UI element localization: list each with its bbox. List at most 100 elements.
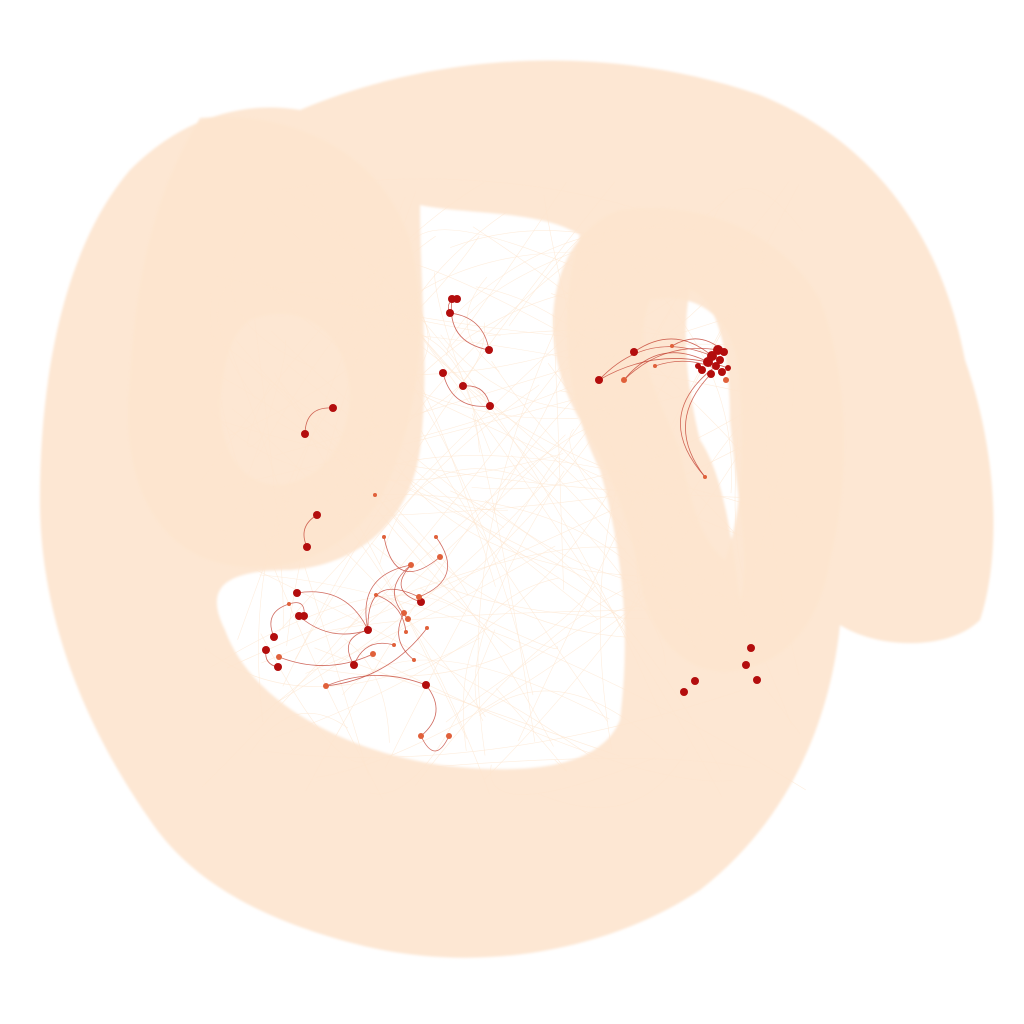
faint-edge bbox=[343, 494, 701, 657]
faint-edge bbox=[628, 262, 732, 494]
faint-edge bbox=[229, 235, 480, 436]
faint-edge bbox=[485, 500, 753, 597]
faint-edge bbox=[286, 191, 417, 647]
highlighted-node bbox=[416, 594, 422, 600]
highlighted-node bbox=[276, 654, 282, 660]
highlighted-edge bbox=[298, 615, 369, 635]
highlighted-node bbox=[630, 348, 638, 356]
faint-edge bbox=[231, 408, 490, 795]
highlighted-node bbox=[300, 612, 308, 620]
highlighted-node bbox=[716, 356, 724, 364]
highlighted-node bbox=[621, 377, 627, 383]
highlighted-edge bbox=[420, 735, 450, 752]
faint-edge bbox=[484, 437, 750, 780]
highlighted-node bbox=[703, 357, 713, 367]
faint-edge bbox=[747, 367, 794, 593]
highlighted-node bbox=[703, 475, 707, 479]
faint-edge bbox=[491, 239, 620, 513]
highlighted-node bbox=[718, 368, 726, 376]
faint-edge bbox=[395, 180, 790, 376]
highlighted-node bbox=[404, 630, 408, 634]
faint-edge bbox=[547, 362, 703, 646]
faint-edge bbox=[280, 381, 514, 651]
faint-edge bbox=[440, 334, 695, 411]
faint-edge bbox=[247, 383, 271, 447]
highlighted-edge bbox=[442, 372, 491, 407]
faint-edge bbox=[282, 181, 616, 687]
faint-edge bbox=[277, 178, 805, 291]
highlighted-node bbox=[720, 348, 728, 356]
faint-edge bbox=[518, 184, 799, 742]
faint-edge bbox=[537, 747, 689, 808]
faint-edge bbox=[450, 490, 722, 772]
faint-edge bbox=[341, 288, 801, 735]
highlighted-node bbox=[747, 644, 755, 652]
faint-edge bbox=[488, 329, 685, 339]
highlighted-node bbox=[425, 626, 429, 630]
faint-edge bbox=[414, 560, 706, 787]
faint-edge bbox=[734, 436, 762, 609]
highlighted-node bbox=[350, 661, 358, 669]
highlighted-node bbox=[439, 369, 447, 377]
highlighted-node bbox=[392, 643, 396, 647]
highlighted-node bbox=[446, 733, 452, 739]
highlighted-node bbox=[459, 382, 467, 390]
highlighted-edge bbox=[367, 588, 420, 631]
faint-edge bbox=[274, 296, 793, 456]
highlighted-node bbox=[691, 677, 699, 685]
faint-edge bbox=[204, 402, 564, 481]
faint-edge bbox=[237, 196, 406, 640]
faint-edge bbox=[230, 222, 316, 369]
highlighted-edge bbox=[633, 338, 713, 357]
faint-edge bbox=[367, 655, 733, 782]
faint-edge bbox=[515, 436, 698, 654]
highlighted-node bbox=[293, 589, 301, 597]
faint-edge bbox=[253, 267, 579, 420]
highlighted-node bbox=[405, 616, 411, 622]
faint-edge bbox=[217, 378, 650, 489]
highlighted-node bbox=[373, 493, 377, 497]
faint-edge bbox=[320, 585, 596, 677]
highlighted-node bbox=[680, 688, 688, 696]
highlighted-edge bbox=[365, 564, 412, 631]
faint-edge bbox=[472, 226, 804, 525]
faint-edge bbox=[354, 272, 496, 587]
faint-edge bbox=[217, 340, 286, 558]
faint-edge bbox=[274, 372, 467, 739]
faint-edge bbox=[286, 363, 599, 620]
highlighted-node bbox=[453, 295, 461, 303]
highlighted-node bbox=[723, 377, 729, 383]
faint-edge bbox=[255, 569, 600, 763]
highlighted-node bbox=[712, 362, 720, 370]
highlighted-node bbox=[408, 562, 414, 568]
faint-edge bbox=[211, 371, 554, 747]
faint-edge bbox=[252, 280, 501, 336]
highlighted-edge bbox=[325, 675, 427, 687]
faint-edge bbox=[208, 331, 623, 619]
highlighted-node bbox=[486, 402, 494, 410]
faint-edge bbox=[254, 369, 469, 596]
faint-edge bbox=[250, 192, 534, 696]
highlighted-edge bbox=[383, 536, 441, 572]
highlighted-node bbox=[437, 554, 443, 560]
faint-edge bbox=[413, 290, 715, 439]
faint-edge bbox=[303, 181, 723, 797]
highlighted-node bbox=[595, 376, 603, 384]
highlighted-node bbox=[374, 593, 378, 597]
faint-edge bbox=[371, 542, 690, 620]
faint-edge bbox=[466, 276, 500, 372]
faint-edge bbox=[215, 275, 756, 345]
faint-edge bbox=[363, 325, 480, 453]
highlighted-edge bbox=[420, 684, 437, 737]
highlighted-node bbox=[382, 535, 386, 539]
faint-edge bbox=[218, 486, 264, 534]
highlighted-node bbox=[446, 309, 454, 317]
faint-edge bbox=[508, 224, 608, 326]
highlighted-node bbox=[401, 610, 407, 616]
highlighted-edge bbox=[680, 365, 717, 478]
faint-edge bbox=[210, 594, 467, 668]
faint-edge bbox=[365, 402, 645, 577]
faint-edge bbox=[226, 546, 626, 669]
faint-edge bbox=[472, 413, 536, 742]
